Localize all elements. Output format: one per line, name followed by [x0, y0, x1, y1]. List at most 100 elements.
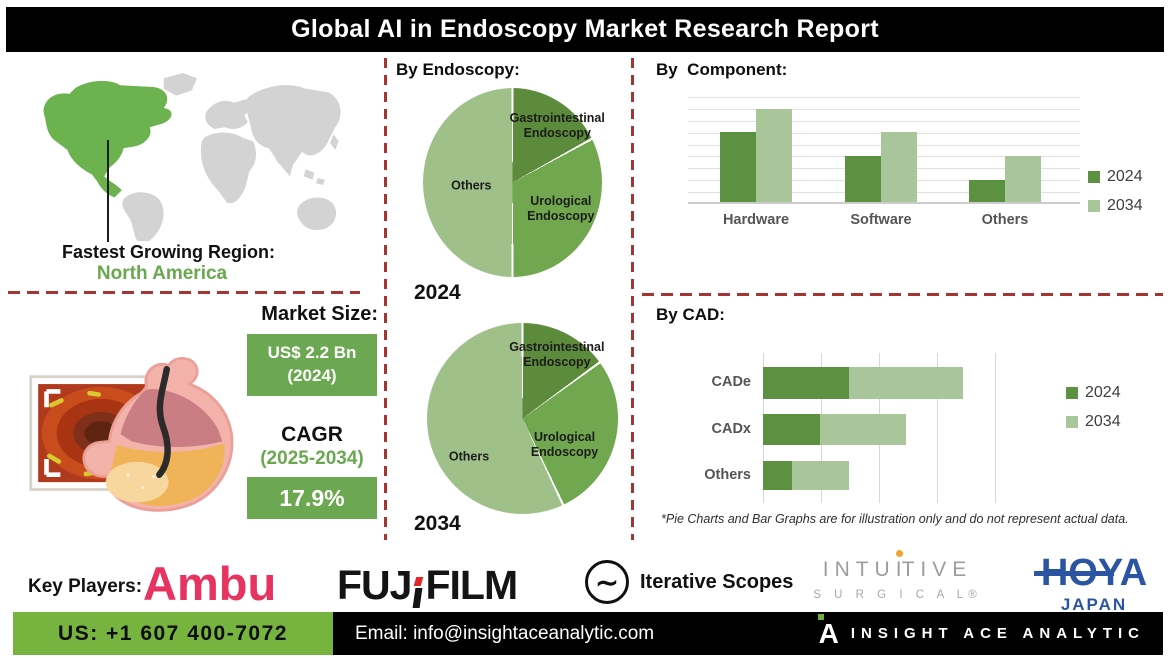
bar-segment-2024 — [763, 414, 821, 445]
market-size-label: Market Size: — [261, 303, 378, 325]
legend-item: 2024 — [1088, 168, 1143, 186]
component-legend: 2024 2034 — [1088, 168, 1143, 226]
insight-ace-analytic-logo: A INSIGHT ACE ANALYTIC — [817, 613, 1145, 649]
intuitive-part1: INTU — [822, 558, 896, 581]
world-map — [43, 73, 341, 241]
stomach-shape — [82, 357, 234, 512]
disclaimer-footnote: *Pie Charts and Bar Graphs are for illus… — [661, 512, 1129, 526]
hoya-strike-bar-icon — [1033, 571, 1114, 576]
bar-2034-others — [1005, 156, 1041, 202]
intuitive-dotted-i: I — [895, 558, 908, 581]
pie-chart-2024: Gastrointestinal Endoscopy Urological En… — [423, 88, 605, 277]
category-label: Software — [850, 212, 912, 228]
divider-horizontal-left — [8, 291, 360, 294]
endoscope-cable — [156, 366, 171, 478]
brand-a-icon: A — [817, 613, 839, 649]
legend-item: 2024 — [1066, 384, 1121, 402]
divider-vertical-right — [631, 58, 634, 540]
footer-phone: US: +1 607 400-7072 — [58, 621, 288, 645]
fastest-growing-region-value: North America — [96, 263, 228, 284]
pie-slice-label: Others — [451, 178, 492, 193]
intuitive-part2: TIVE — [901, 558, 973, 581]
cagr-label: CAGR — [281, 423, 343, 446]
footer-email: Email: info@insightaceanalytic.com — [355, 622, 655, 644]
india-region — [281, 153, 294, 177]
divider-vertical-left — [384, 58, 387, 540]
section-title-by-component: By Component: — [656, 60, 788, 79]
key-players-label: Key Players: — [28, 576, 143, 597]
iterative-scopes-logo: ∼ Iterative Scopes — [585, 560, 793, 604]
footer-email-block: Email: info@insightaceanalytic.com A INS… — [333, 612, 1163, 655]
endoscopy-illustration — [29, 357, 234, 512]
pie-year-2024: 2024 — [414, 281, 461, 304]
component-bar-chart: Hardware Software Others — [688, 97, 1080, 228]
pie-slice-label: Urological Endoscopy — [530, 430, 599, 460]
legend-item: 2034 — [1088, 197, 1143, 215]
europe-region — [205, 99, 251, 129]
category-label: CADe — [711, 374, 751, 390]
footer-phone-block: US: +1 607 400-7072 — [13, 612, 333, 655]
greenland-region — [163, 73, 197, 96]
bar-segment-2024 — [763, 367, 849, 399]
legend-swatch-2024 — [1088, 171, 1100, 183]
legend-item: 2034 — [1066, 413, 1121, 431]
africa-region — [200, 132, 257, 204]
bar-2034-software — [881, 132, 917, 202]
brand-name: INSIGHT ACE ANALYTIC — [850, 625, 1145, 642]
category-label: Hardware — [722, 212, 790, 228]
gridline — [688, 120, 1080, 122]
bar-row-others — [763, 461, 849, 490]
page-title: Global AI in Endoscopy Market Research R… — [291, 15, 879, 43]
cagr-period: (2025-2034) — [260, 448, 364, 469]
bar-segment-2024 — [763, 461, 792, 490]
legend-label: 2034 — [1085, 413, 1121, 430]
legend-swatch-2024 — [1066, 387, 1078, 399]
gridline — [688, 108, 1080, 110]
south-america-region — [122, 192, 164, 241]
brand-green-dot-icon — [817, 613, 824, 620]
intuitive-surgical-text: S U R G I C A L® — [813, 589, 982, 601]
divider-horizontal-right — [642, 293, 1163, 296]
bar-segment-2034 — [791, 461, 849, 490]
section-title-by-endoscopy: By Endoscopy: — [396, 60, 520, 79]
legend-label: 2034 — [1107, 197, 1143, 214]
iterative-scopes-tilde-icon: ∼ — [585, 560, 629, 604]
hoya-word: HOYA — [1033, 554, 1147, 592]
pie-chart-2034: Gastrointestinal Endoscopy Urological En… — [427, 323, 618, 514]
north-america-region — [43, 80, 172, 198]
bar-segment-2034 — [848, 367, 964, 399]
pie-slice-label: Others — [448, 449, 490, 464]
market-size-year: (2024) — [287, 366, 337, 385]
asia-region — [246, 85, 341, 167]
fastest-growing-region-label: Fastest Growing Region: — [62, 242, 276, 262]
fujifilm-logo-part1: FUJ — [337, 562, 412, 608]
bar-2034-hardware — [756, 108, 792, 202]
iterative-scopes-text: Iterative Scopes — [640, 570, 794, 593]
bar-row-cade — [763, 367, 964, 399]
bar-row-cadx — [763, 414, 907, 445]
gridline — [937, 353, 938, 503]
frame-corner-bottom — [44, 459, 61, 478]
southeast-asia-islands — [303, 169, 325, 185]
japan-region — [330, 134, 339, 150]
category-label: Others — [704, 466, 751, 483]
market-size-value-box: US$ 2.2 Bn (2024) — [247, 334, 377, 396]
bar-2024-software — [845, 156, 881, 202]
bar-segment-2034 — [820, 414, 907, 445]
region-pointer-line — [107, 140, 109, 242]
frame-corner-top — [44, 389, 61, 408]
market-size-value: US$ 2.2 Bn — [267, 343, 357, 363]
pie-slice-label: Gastrointestinal Endoscopy — [509, 110, 605, 140]
bar-2024-others — [969, 179, 1005, 202]
cad-bar-chart: CADe CADx Others — [704, 353, 1081, 503]
legend-swatch-2034 — [1088, 200, 1100, 212]
brand-initial: A — [818, 617, 839, 649]
intuitive-surgical-logo: INTU I TIVE S U R G I C A L® — [810, 550, 985, 601]
section-title-by-cad: By CAD: — [656, 305, 725, 324]
cagr-value-box: 17.9% — [247, 477, 377, 519]
fujifilm-logo-part2: FILM — [425, 562, 518, 608]
fujifilm-logo: FUJ FILM — [337, 562, 518, 609]
title-banner: Global AI in Endoscopy Market Research R… — [6, 7, 1164, 52]
intuitive-orange-dot-icon — [895, 550, 903, 557]
